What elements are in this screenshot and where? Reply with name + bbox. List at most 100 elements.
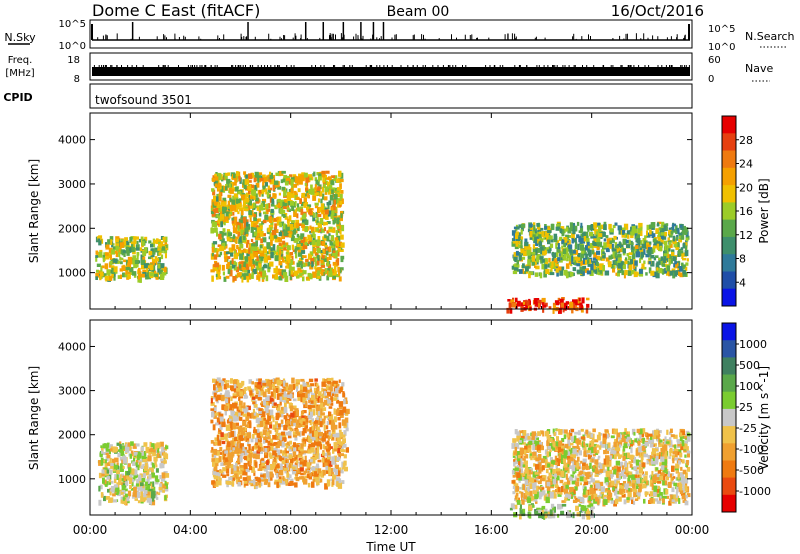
heatmap-cell: [253, 223, 256, 228]
heatmap-cell: [264, 401, 269, 408]
heatmap-cell: [226, 256, 231, 260]
heatmap-cell: [273, 467, 277, 472]
heatmap-cell: [279, 435, 283, 441]
heatmap-cell: [232, 187, 236, 192]
heatmap-cell: [145, 276, 149, 280]
heatmap-cell: [657, 222, 660, 226]
heatmap-cell: [511, 265, 515, 270]
heatmap-cell: [330, 446, 333, 449]
heatmap-cell: [251, 272, 254, 278]
heatmap-cell: [551, 258, 555, 262]
heatmap-cell: [630, 242, 634, 245]
heatmap-cell: [327, 264, 332, 269]
heatmap-cell: [562, 307, 565, 313]
heatmap-cell: [324, 190, 327, 195]
heatmap-cell: [669, 431, 672, 435]
heatmap-cell: [634, 260, 638, 266]
heatmap-cell: [580, 269, 583, 275]
heatmap-cell: [259, 204, 264, 211]
heatmap-cell: [266, 251, 270, 255]
heatmap-cell: [136, 454, 140, 461]
heatmap-cell: [514, 471, 518, 477]
heatmap-cell: [295, 196, 300, 200]
heatmap-cell: [254, 218, 257, 225]
heatmap-cell: [279, 380, 283, 384]
heatmap-cell: [287, 232, 290, 238]
heatmap-cell: [136, 479, 140, 485]
heatmap-cell: [315, 420, 318, 424]
heatmap-cell: [269, 464, 273, 471]
heatmap-cell: [224, 207, 228, 214]
heatmap-cell: [222, 474, 227, 478]
heatmap-cell: [653, 256, 657, 261]
heatmap-cell: [149, 264, 154, 271]
heatmap-cell: [640, 226, 643, 231]
heatmap-cell: [295, 409, 299, 417]
cpid-label: CPID: [3, 91, 32, 104]
heatmap-cell: [251, 412, 256, 419]
heatmap-cell: [680, 232, 684, 239]
heatmap-cell: [541, 263, 546, 270]
heatmap-cell: [237, 412, 242, 417]
heatmap-cell: [117, 247, 122, 254]
heatmap-cell: [102, 452, 107, 455]
heatmap-cell: [292, 411, 298, 418]
heatmap-cell: [322, 221, 326, 226]
heatmap-cell: [650, 254, 655, 259]
heatmap-cell: [267, 185, 270, 190]
heatmap-cell: [117, 466, 120, 473]
heatmap-cell: [254, 252, 258, 258]
heatmap-cell: [552, 307, 555, 314]
heatmap-cell: [620, 247, 625, 252]
heatmap-cell: [212, 468, 216, 475]
heatmap-cell: [122, 475, 127, 482]
heatmap-cell: [257, 178, 261, 183]
heatmap-cell: [248, 190, 251, 194]
heatmap-cell: [245, 219, 249, 223]
heatmap-cell: [289, 259, 293, 265]
heatmap-cell: [251, 265, 254, 270]
heatmap-cell: [238, 400, 243, 406]
heatmap-cell: [536, 253, 540, 260]
heatmap-cell: [134, 260, 140, 264]
heatmap-cell: [331, 228, 335, 233]
heatmap-cell: [541, 246, 546, 250]
heatmap-cell: [119, 274, 122, 279]
heatmap-cell: [587, 465, 590, 470]
heatmap-cell: [538, 241, 543, 247]
heatmap-cell: [525, 299, 528, 303]
heatmap-cell: [232, 393, 237, 399]
heatmap-cell: [161, 246, 166, 251]
heatmap-cell: [148, 474, 152, 480]
heatmap-cell: [323, 227, 326, 232]
heatmap-cell: [268, 224, 274, 229]
heatmap-cell: [136, 244, 140, 251]
heatmap-cell: [596, 271, 600, 275]
heatmap-cell: [115, 252, 119, 258]
heatmap-cell: [341, 382, 345, 387]
heatmap-cell: [256, 265, 259, 271]
heatmap-cell: [133, 487, 137, 493]
heatmap-cell: [313, 437, 317, 441]
heatmap-cell: [115, 487, 120, 492]
heatmap-cell: [230, 385, 235, 391]
freq-trace: [92, 67, 690, 76]
heatmap-cell: [225, 466, 230, 469]
heatmap-cell: [236, 245, 239, 249]
heatmap-cell: [248, 173, 253, 180]
heatmap-cell: [235, 266, 239, 273]
heatmap-cell: [617, 269, 622, 274]
heatmap-cell: [631, 259, 636, 265]
heatmap-cell: [233, 253, 239, 260]
heatmap-cell: [213, 392, 217, 398]
heatmap-cell: [340, 242, 345, 248]
heatmap-cell: [665, 223, 669, 226]
heatmap-cell: [302, 423, 305, 428]
heatmap-cell: [112, 246, 117, 250]
heatmap-cell: [322, 378, 326, 383]
heatmap-cell: [511, 302, 517, 308]
heatmap-cell: [135, 459, 139, 464]
heatmap-cell: [150, 499, 156, 506]
heatmap-cell: [214, 441, 218, 446]
heatmap-cell: [333, 397, 338, 401]
